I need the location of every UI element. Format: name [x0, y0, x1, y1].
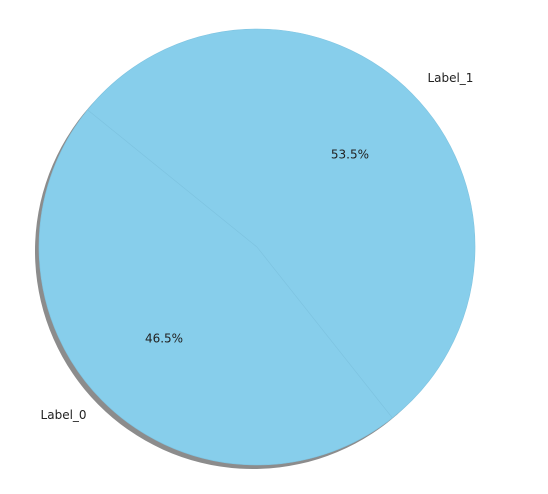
- pie-label-1: Label_1: [427, 71, 473, 85]
- pie-slice-label-0: [38, 109, 393, 466]
- pie-labels-group: Label_0 46.5% Label_1 53.5%: [41, 71, 474, 422]
- pie-label-0: Label_0: [41, 408, 87, 422]
- pie-slices-group: [38, 28, 476, 466]
- pie-slice-label-1: [87, 28, 476, 419]
- pie-pct-label-0: 46.5%: [145, 332, 183, 346]
- pie-pct-label-1: 53.5%: [331, 147, 369, 161]
